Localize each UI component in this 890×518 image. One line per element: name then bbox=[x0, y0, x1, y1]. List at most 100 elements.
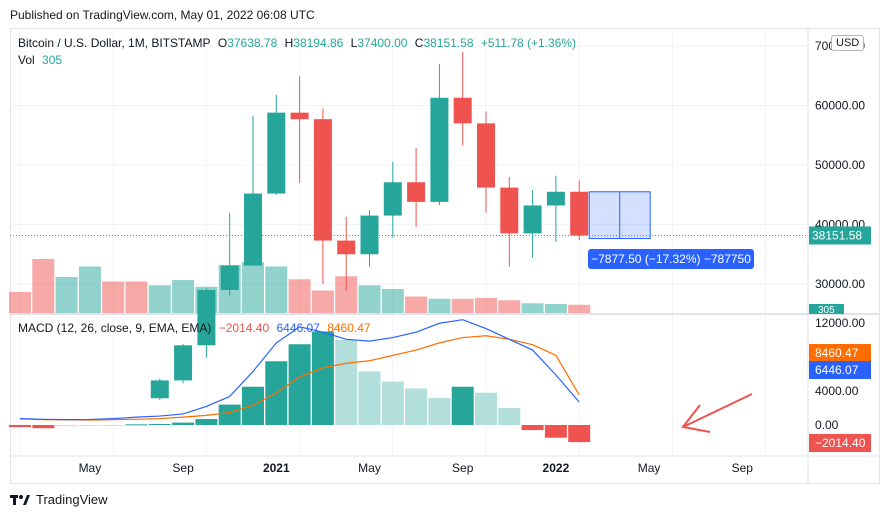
volume-bar bbox=[102, 281, 125, 313]
macd-axis-label: 0.00 bbox=[815, 418, 839, 432]
macd-tag: 6446.07 bbox=[815, 363, 859, 377]
time-axis-label: 2022 bbox=[543, 461, 570, 475]
candle-down bbox=[453, 97, 472, 124]
macd-hist-bar bbox=[405, 388, 428, 425]
published-text: Published on TradingView.com, May 01, 20… bbox=[10, 8, 315, 22]
macd-label: MACD (12, 26, close, 9, EMA, EMA) bbox=[18, 321, 212, 335]
macd-line-value: 6446.07 bbox=[276, 321, 320, 335]
candle-down bbox=[337, 240, 356, 255]
volume-bar bbox=[451, 298, 474, 313]
time-axis-label: Sep bbox=[172, 461, 194, 475]
candle-up bbox=[220, 265, 239, 290]
footer-brand-text: TradingView bbox=[36, 492, 108, 507]
candle-up bbox=[430, 97, 449, 202]
macd-hist-bar bbox=[475, 392, 497, 425]
close-value: 38151.58 bbox=[423, 36, 474, 50]
macd-hist-bar bbox=[55, 425, 78, 427]
candle-up bbox=[546, 191, 565, 206]
volume-bar bbox=[475, 298, 497, 313]
currency-button[interactable]: USD bbox=[831, 35, 865, 51]
macd-hist-bar bbox=[125, 424, 148, 426]
macd-hist-bar bbox=[288, 344, 311, 425]
symbol-name: Bitcoin / U.S. Dollar, 1M, BITSTAMP bbox=[18, 36, 211, 50]
macd-hist-bar bbox=[218, 404, 241, 425]
hist-tag: −2014.40 bbox=[815, 436, 866, 450]
chart-frame bbox=[10, 28, 880, 484]
annotation-arrowhead bbox=[681, 404, 711, 433]
macd-legend: MACD (12, 26, close, 9, EMA, EMA) −2014.… bbox=[18, 321, 371, 335]
open-label: O bbox=[217, 36, 228, 50]
volume-bar bbox=[242, 262, 264, 313]
price-axis-label: 50000.00 bbox=[815, 158, 865, 172]
low-label: L bbox=[350, 36, 358, 50]
macd-hist-bar bbox=[32, 425, 55, 429]
candle-down bbox=[290, 112, 309, 120]
signal-tag: 8460.47 bbox=[815, 346, 859, 360]
high-label: H bbox=[284, 36, 294, 50]
open-value: 37638.78 bbox=[227, 36, 278, 50]
volume-bar bbox=[125, 281, 148, 313]
volume-tag-bg bbox=[809, 304, 844, 314]
hist-tag-bg bbox=[809, 434, 871, 452]
volume-value: 305 bbox=[42, 53, 63, 67]
volume-bar bbox=[78, 266, 101, 313]
volume-bar bbox=[9, 292, 31, 313]
change-value: +511.78 (+1.36%) bbox=[480, 36, 577, 50]
volume-bar bbox=[358, 285, 381, 313]
symbol-legend: Bitcoin / U.S. Dollar, 1M, BITSTAMP O376… bbox=[18, 36, 580, 50]
macd-hist-bar bbox=[358, 371, 381, 425]
volume-label: Vol bbox=[18, 53, 35, 67]
macd-hist-bar bbox=[568, 425, 591, 443]
macd-hist-bar bbox=[544, 425, 567, 438]
volume-tag: 305 bbox=[818, 305, 835, 316]
footer-brand[interactable]: TradingView bbox=[10, 492, 108, 507]
candle-up bbox=[523, 205, 542, 234]
macd-hist-bar bbox=[148, 423, 171, 425]
price-axis-label: 60000.00 bbox=[815, 99, 865, 113]
candle-down bbox=[500, 187, 519, 234]
macd-axis-label: 4000.00 bbox=[815, 384, 859, 398]
volume-bar bbox=[148, 285, 171, 313]
macd-line bbox=[19, 319, 580, 421]
volume-bar bbox=[311, 290, 334, 313]
volume-bar bbox=[381, 289, 404, 313]
candle-down bbox=[313, 119, 332, 241]
measure-tooltip: −7877.50 (−17.32%) −787750 bbox=[588, 249, 754, 269]
macd-hist-bar bbox=[102, 425, 125, 426]
macd-hist-bar bbox=[172, 422, 195, 425]
low-value: 37400.00 bbox=[357, 36, 408, 50]
candle-down bbox=[477, 123, 495, 188]
macd-hist-bar bbox=[9, 425, 31, 428]
macd-hist-bar bbox=[335, 340, 358, 425]
close-label: C bbox=[414, 36, 424, 50]
time-axis-label: 2021 bbox=[263, 461, 290, 475]
macd-hist-bar bbox=[428, 397, 451, 425]
macd-tag-bg bbox=[809, 361, 871, 379]
candle-up bbox=[244, 193, 262, 266]
price-axis-label: 30000.00 bbox=[815, 277, 865, 291]
volume-bar bbox=[335, 276, 358, 313]
high-value: 38194.86 bbox=[293, 36, 344, 50]
volume-bar bbox=[498, 300, 521, 313]
time-axis-label: May bbox=[358, 461, 381, 475]
time-axis-label: May bbox=[638, 461, 661, 475]
volume-bar bbox=[288, 279, 311, 313]
annotation-arrow bbox=[682, 393, 753, 428]
volume-bar bbox=[172, 280, 195, 313]
candle-up bbox=[197, 289, 216, 346]
candle-up bbox=[267, 112, 286, 194]
candle-up bbox=[360, 215, 379, 255]
volume-legend: Vol 305 bbox=[18, 53, 62, 67]
volume-bar bbox=[55, 277, 78, 313]
volume-bar bbox=[544, 304, 567, 313]
time-axis-label: Sep bbox=[732, 461, 754, 475]
macd-hist-bar bbox=[498, 408, 521, 425]
candle-up bbox=[150, 380, 169, 399]
header-bar: Published on TradingView.com, May 01, 20… bbox=[0, 0, 890, 28]
macd-hist-value: −2014.40 bbox=[218, 321, 270, 335]
volume-bar bbox=[265, 266, 288, 313]
candle-up bbox=[383, 182, 402, 216]
candle-down bbox=[570, 191, 589, 236]
macd-hist-bar bbox=[78, 425, 101, 426]
